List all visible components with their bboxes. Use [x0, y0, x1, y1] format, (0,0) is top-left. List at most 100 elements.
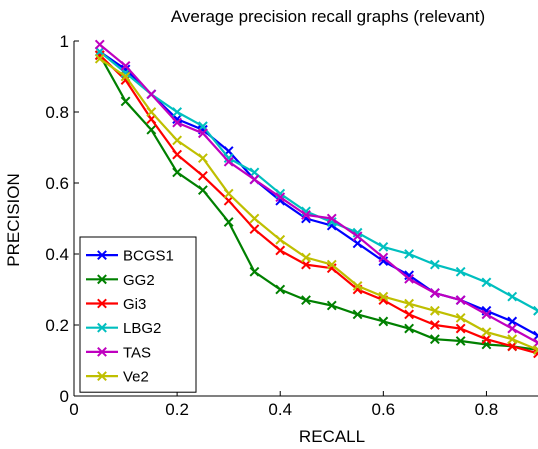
x-axis-label: RECALL [299, 427, 365, 446]
y-tick-label: 0.2 [45, 316, 69, 335]
series-line-gi3 [99, 54, 538, 355]
data-point-tas [455, 295, 466, 306]
y-tick-label: 0.6 [45, 174, 69, 193]
data-point-gi3 [404, 309, 415, 320]
legend-label-tas: TAS [123, 344, 151, 361]
data-point-ve2 [507, 334, 518, 345]
legend-marker-gi3 [97, 298, 107, 309]
data-point-lbg2 [94, 46, 105, 57]
data-point-gi3 [301, 259, 311, 270]
data-point-gi3 [223, 195, 234, 206]
data-point-lbg2 [533, 305, 538, 316]
data-point-ve2 [249, 213, 260, 224]
data-point-gg2 [429, 334, 440, 345]
x-tick-label: 0.2 [165, 400, 189, 419]
data-point-ve2 [197, 153, 208, 164]
data-point-tas [352, 231, 363, 242]
data-point-bcgs1 [172, 114, 183, 125]
data-point-lbg2 [249, 167, 260, 178]
data-point-ve2 [172, 135, 183, 146]
legend-marker-lbg2 [97, 322, 107, 333]
legend-marker-ve2 [97, 371, 107, 382]
data-point-tas [429, 288, 440, 298]
data-point-ve2 [429, 305, 440, 316]
data-point-gi3 [172, 149, 183, 160]
y-tick-label: 1 [60, 32, 69, 51]
data-point-ve2 [378, 291, 389, 302]
data-point-tas [507, 323, 518, 334]
y-axis-label: PRECISION [4, 173, 23, 267]
legend-box [79, 236, 197, 393]
data-point-gg2 [404, 323, 415, 334]
data-point-ve2 [533, 344, 538, 355]
chart-title: Average precision recall graphs (relevan… [171, 7, 485, 26]
data-point-ve2 [120, 71, 131, 82]
data-point-lbg2 [507, 291, 518, 302]
legend-label-ve2: Ve2 [123, 369, 149, 386]
data-point-tas [120, 60, 131, 71]
data-point-gg2 [197, 185, 208, 196]
y-tick-label: 0.4 [45, 245, 69, 264]
data-point-bcgs1 [352, 238, 363, 249]
data-point-tas [481, 309, 492, 320]
data-point-bcgs1 [507, 316, 518, 327]
data-point-bcgs1 [378, 256, 389, 267]
data-point-tas [146, 89, 157, 100]
data-point-gi3 [249, 224, 260, 235]
data-point-tas [275, 192, 286, 203]
data-point-bcgs1 [120, 64, 131, 75]
x-tick-label: 0.4 [268, 400, 292, 419]
data-point-gi3 [94, 50, 105, 61]
data-point-gi3 [455, 323, 466, 334]
data-point-bcgs1 [533, 330, 538, 341]
legend-marker-tas [97, 346, 107, 357]
data-point-gi3 [533, 348, 538, 359]
data-point-gg2 [378, 316, 389, 327]
data-point-gg2 [275, 284, 286, 295]
data-point-tas [249, 174, 260, 185]
data-point-gg2 [249, 266, 260, 277]
data-point-gi3 [120, 75, 131, 85]
data-point-tas [378, 252, 389, 263]
legend-label-bcgs1: BCGS1 [123, 248, 174, 265]
legend-marker-bcgs1 [97, 250, 107, 261]
series-line-tas [99, 43, 538, 344]
series-line-gg2 [98, 54, 538, 351]
data-point-gg2 [172, 167, 183, 178]
data-point-tas [326, 213, 337, 224]
data-point-gi3 [481, 334, 492, 345]
x-tick-label: 0 [69, 400, 78, 419]
data-point-ve2 [404, 298, 415, 309]
data-point-ve2 [326, 259, 337, 270]
data-point-tas [301, 210, 311, 220]
data-point-tas [404, 273, 415, 284]
data-point-ve2 [481, 327, 492, 338]
data-point-gi3 [275, 245, 286, 256]
data-point-gi3 [507, 341, 518, 352]
data-point-gg2 [301, 295, 311, 306]
legend-label-gi3: Gi3 [123, 296, 146, 313]
data-point-tas [94, 39, 105, 50]
data-point-ve2 [146, 107, 157, 117]
data-point-ve2 [94, 53, 105, 64]
legend-marker-gg2 [97, 274, 107, 285]
data-point-ve2 [275, 234, 286, 245]
data-point-lbg2 [378, 241, 389, 252]
data-point-gi3 [429, 320, 440, 330]
y-tick-label: 0 [60, 387, 69, 406]
data-point-lbg2 [429, 259, 440, 270]
data-point-lbg2 [223, 153, 234, 164]
y-tick-label: 0.8 [45, 103, 69, 122]
data-point-lbg2 [404, 249, 415, 259]
data-point-tas [533, 337, 538, 348]
data-point-gg2 [146, 124, 157, 135]
legend: BCGS1 GG2 Gi3 LBG2 TAS Ve2 [79, 236, 197, 393]
data-point-ve2 [455, 312, 466, 323]
data-point-lbg2 [455, 266, 466, 277]
data-point-gg2 [326, 300, 337, 311]
data-point-tas [223, 156, 234, 167]
data-point-tas [172, 117, 183, 128]
data-point-tas [197, 128, 208, 139]
x-tick-label: 0.6 [372, 400, 396, 419]
